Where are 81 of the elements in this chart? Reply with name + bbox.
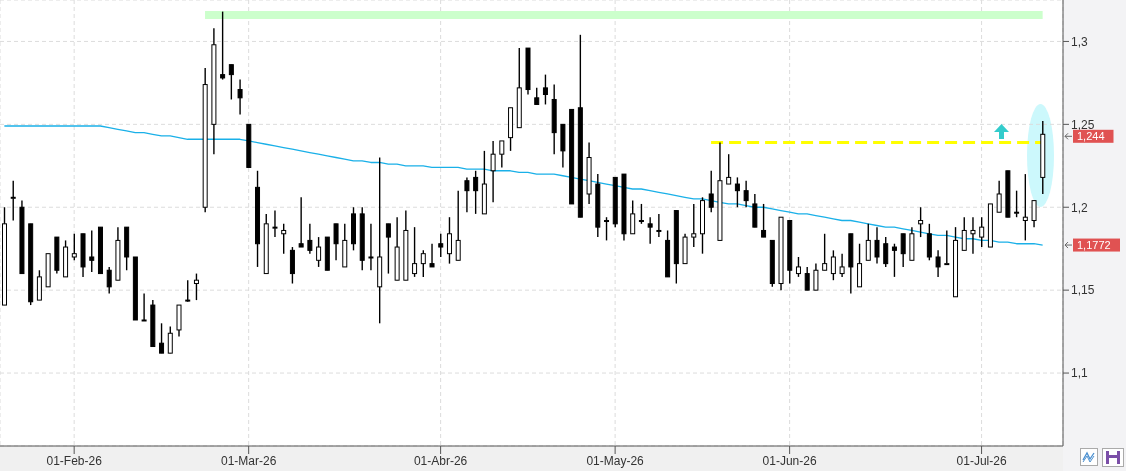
candlestick <box>935 249 941 278</box>
candlestick <box>307 223 313 255</box>
candlestick <box>281 223 287 255</box>
candlestick <box>289 246 295 285</box>
candlestick <box>926 223 932 261</box>
candlestick <box>193 272 199 301</box>
candlestick <box>918 206 924 238</box>
text: 1,1772 <box>1077 239 1111 252</box>
candlestick <box>272 209 278 238</box>
candlestick <box>647 216 653 245</box>
candlestick <box>813 262 819 291</box>
candlestick <box>36 269 42 301</box>
candlestick <box>1031 199 1037 228</box>
candlestick <box>106 266 112 295</box>
candlestick <box>490 140 496 203</box>
candlestick <box>298 196 304 248</box>
y-tick-label: 1,1 <box>1071 366 1089 381</box>
candlestick <box>891 243 897 278</box>
candlestick <box>499 140 505 169</box>
candlestick <box>804 266 810 291</box>
candlestick <box>883 236 889 268</box>
y-tick-label: 1,3 <box>1071 34 1089 49</box>
x-tick-label: 01-Jul-26 <box>956 453 1007 468</box>
candlestick <box>874 226 880 265</box>
candlestick <box>316 236 322 268</box>
candlestick <box>220 10 226 81</box>
candlestick <box>420 249 426 278</box>
candlestick <box>839 252 845 278</box>
candlestick <box>446 216 452 265</box>
candlestick <box>333 223 339 261</box>
candlestick <box>979 216 985 248</box>
candlestick <box>857 243 863 288</box>
candlestick <box>10 180 16 222</box>
candlestick <box>630 199 636 235</box>
candlestick <box>944 229 950 266</box>
candlestick <box>89 229 95 273</box>
candlestick <box>961 216 967 252</box>
candlestick <box>412 226 418 278</box>
x-tick-label: 01-May-26 <box>586 453 645 468</box>
candlestick <box>141 292 147 322</box>
candlestick <box>228 63 234 101</box>
candlestick <box>708 170 714 213</box>
candlestick <box>455 189 461 261</box>
y-tick-label: 1,15 <box>1071 283 1095 298</box>
candlestick <box>1022 173 1028 242</box>
x-tick-label: 01-Feb-26 <box>46 453 103 468</box>
candlestick <box>743 180 749 208</box>
candlestick <box>638 203 644 225</box>
candlestick <box>865 223 871 261</box>
candlestick <box>691 203 697 248</box>
candlestick <box>159 322 165 354</box>
y-tick-label: 1,25 <box>1071 117 1095 132</box>
candlestick <box>185 279 191 303</box>
candlestick <box>429 243 435 268</box>
candlestick <box>385 223 391 275</box>
x-tick-label: 01-Mar-26 <box>220 453 277 468</box>
candlestick <box>656 213 662 238</box>
candlestick <box>761 203 767 238</box>
candlestick <box>368 223 374 271</box>
text: 1,244 <box>1077 130 1105 143</box>
candlestick <box>734 176 740 208</box>
y-tick-label: 1,2 <box>1071 200 1089 215</box>
candlestick <box>970 216 976 255</box>
candlestick <box>438 233 444 258</box>
candlestick <box>71 233 77 261</box>
candlestick <box>822 233 828 271</box>
candlestick <box>900 233 906 268</box>
candlestick <box>726 153 732 185</box>
candlestick <box>830 249 836 281</box>
candlestick <box>996 180 1002 213</box>
x-tick-label: 01-Abr-26 <box>413 453 468 468</box>
candlestick <box>542 73 548 106</box>
candlestick <box>167 325 173 354</box>
candlestick <box>1014 189 1020 218</box>
candlestick <box>237 78 243 116</box>
candlestick <box>464 176 470 213</box>
x-tick-label: 01-Jun-26 <box>762 453 817 468</box>
candlestick <box>795 256 801 278</box>
candlestick <box>752 193 758 228</box>
candlestick <box>473 170 479 215</box>
candlestick <box>604 216 610 242</box>
